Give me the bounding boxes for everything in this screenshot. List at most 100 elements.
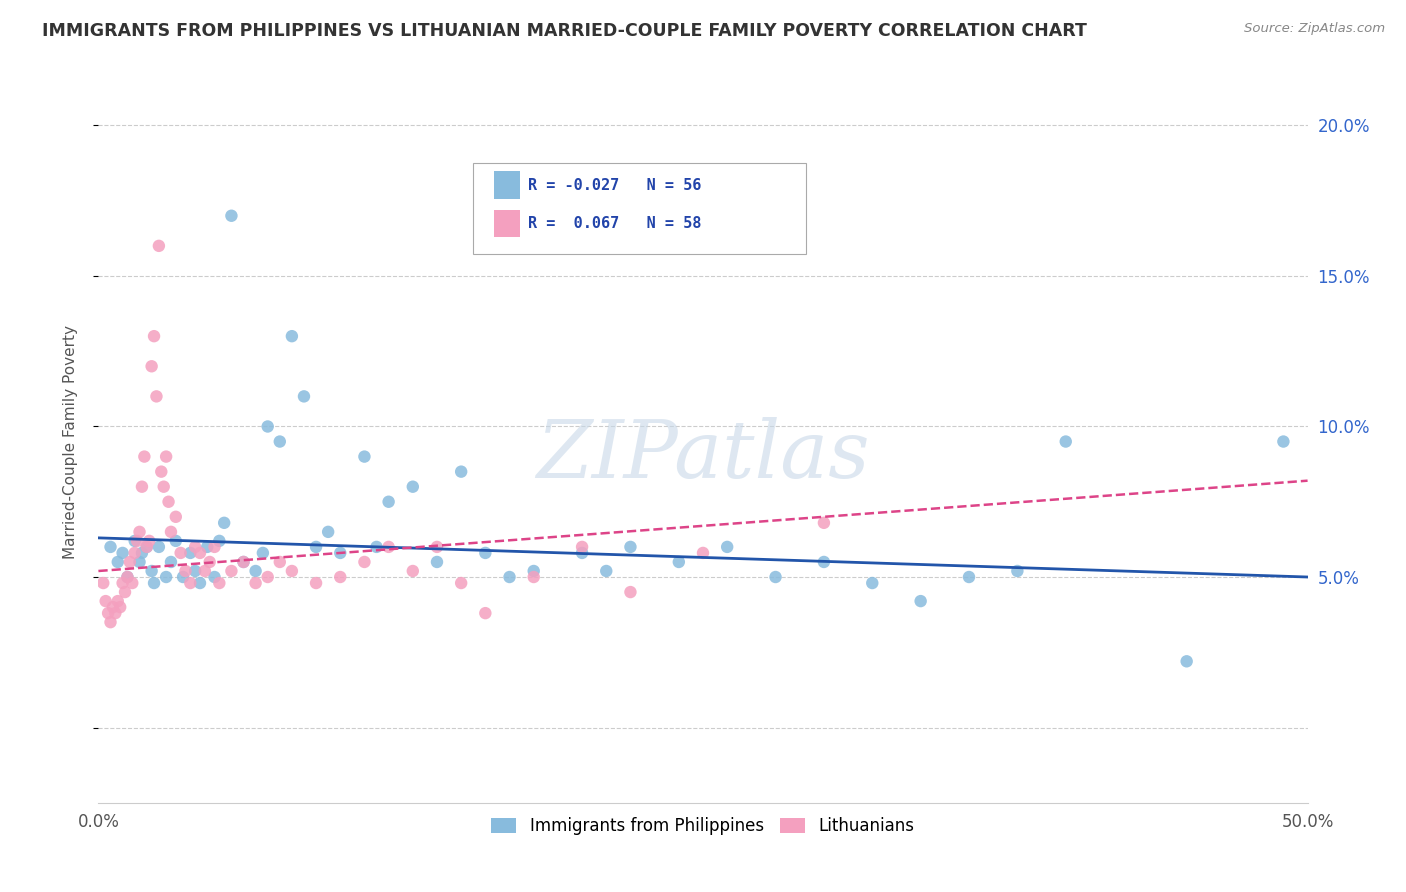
Point [402, 480, 425, 494]
Point [128, 524, 150, 539]
Point [107, 594, 129, 608]
Point [221, 209, 243, 223]
Point [188, 576, 211, 591]
Point [232, 555, 254, 569]
Point [138, 533, 160, 548]
Point [523, 564, 546, 578]
Point [245, 576, 267, 591]
Point [402, 564, 425, 578]
Point [124, 546, 146, 560]
Point [160, 524, 183, 539]
Text: IMMIGRANTS FROM PHILIPPINES VS LITHUANIAN MARRIED-COUPLE FAMILY POVERTY CORRELAT: IMMIGRANTS FROM PHILIPPINES VS LITHUANIA… [42, 22, 1087, 40]
Point [97, 606, 120, 620]
Point [135, 540, 157, 554]
Point [1175, 654, 1198, 668]
Point [366, 540, 388, 554]
Point [1007, 564, 1029, 578]
Point [114, 585, 136, 599]
Point [252, 546, 274, 560]
Point [134, 450, 156, 464]
Y-axis label: Married-Couple Family Poverty: Married-Couple Family Poverty [63, 325, 77, 558]
Point [131, 480, 153, 494]
Point [107, 555, 129, 569]
Point [377, 540, 399, 554]
FancyBboxPatch shape [494, 210, 520, 237]
Point [100, 615, 122, 630]
Point [184, 540, 207, 554]
Point [165, 509, 187, 524]
Point [117, 570, 139, 584]
Point [765, 570, 787, 584]
Point [426, 555, 449, 569]
Text: Source: ZipAtlas.com: Source: ZipAtlas.com [1244, 22, 1385, 36]
Point [169, 546, 191, 560]
Point [498, 570, 520, 584]
Point [157, 494, 180, 508]
Point [353, 450, 375, 464]
Point [141, 564, 163, 578]
Point [172, 570, 194, 584]
Point [523, 570, 546, 584]
Point [111, 546, 134, 560]
Point [353, 555, 375, 569]
Point [148, 540, 170, 554]
Point [150, 465, 173, 479]
Text: ZIPatlas: ZIPatlas [536, 417, 870, 495]
Point [281, 329, 304, 343]
Point [813, 516, 835, 530]
Point [121, 576, 143, 591]
Point [155, 450, 177, 464]
Point [135, 540, 157, 554]
Point [245, 564, 267, 578]
Point [305, 576, 328, 591]
FancyBboxPatch shape [494, 171, 520, 199]
Point [377, 494, 399, 508]
Point [305, 540, 328, 554]
Point [143, 329, 166, 343]
Point [131, 546, 153, 560]
Point [269, 434, 291, 449]
Text: R =  0.067   N = 58: R = 0.067 N = 58 [527, 216, 702, 231]
Point [329, 570, 352, 584]
Point [204, 570, 226, 584]
Point [813, 555, 835, 569]
Point [1272, 434, 1295, 449]
Point [571, 546, 593, 560]
Point [198, 555, 221, 569]
Point [160, 555, 183, 569]
Point [111, 576, 134, 591]
Point [450, 465, 472, 479]
Point [91, 576, 114, 591]
Point [668, 555, 690, 569]
Point [292, 389, 315, 403]
Point [179, 576, 201, 591]
FancyBboxPatch shape [474, 163, 806, 253]
Point [165, 533, 187, 548]
Point [155, 570, 177, 584]
Point [188, 546, 211, 560]
Point [426, 540, 449, 554]
Point [281, 564, 304, 578]
Point [118, 555, 141, 569]
Point [148, 239, 170, 253]
Point [100, 540, 122, 554]
Point [208, 533, 231, 548]
Point [860, 576, 883, 591]
Point [1054, 434, 1077, 449]
Point [221, 564, 243, 578]
Point [152, 480, 174, 494]
Point [212, 516, 235, 530]
Point [716, 540, 738, 554]
Point [256, 419, 278, 434]
Point [208, 576, 231, 591]
Point [184, 564, 207, 578]
Point [619, 540, 641, 554]
Point [474, 546, 496, 560]
Point [474, 606, 496, 620]
Point [108, 600, 131, 615]
Point [957, 570, 980, 584]
Point [145, 389, 167, 403]
Point [692, 546, 714, 560]
Point [204, 540, 226, 554]
Point [128, 555, 150, 569]
